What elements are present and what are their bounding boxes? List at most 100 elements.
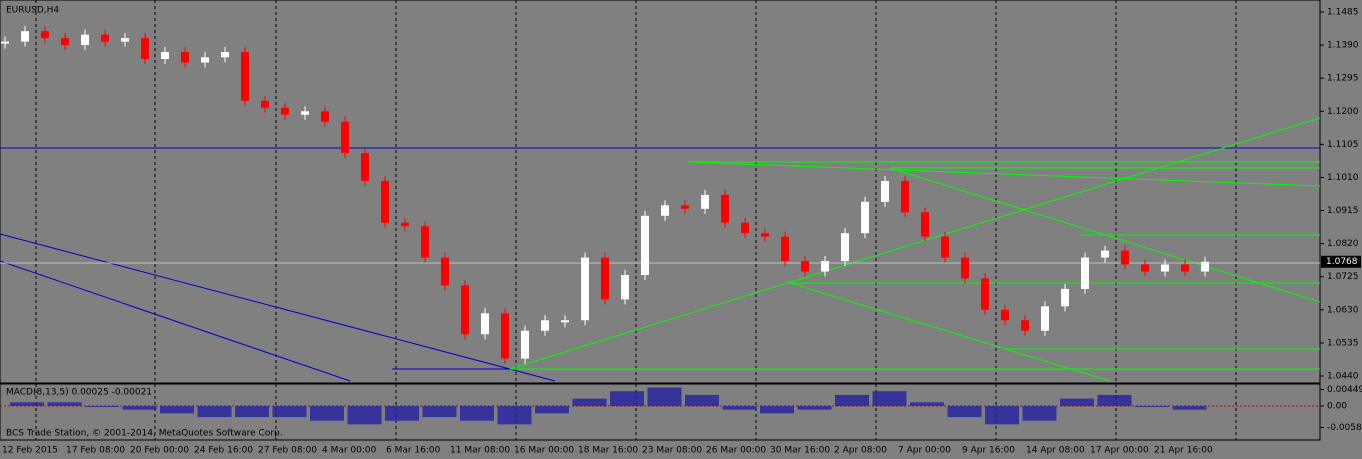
candle-body — [661, 205, 669, 216]
candle-body — [861, 201, 869, 234]
grid — [35, 0, 1237, 440]
candle-body — [141, 38, 149, 60]
x-tick-label: 18 Mar 16:00 — [578, 446, 638, 456]
y-tick-label: 1.0725 — [1327, 272, 1359, 282]
candle-body — [701, 194, 709, 209]
candle-body — [781, 236, 789, 262]
macd-bar — [1135, 406, 1169, 407]
x-tick-label: 23 Mar 08:00 — [642, 446, 702, 456]
x-tick-label: 12 Feb 2015 — [2, 446, 58, 456]
y-tick-label: 1.1485 — [1327, 8, 1359, 18]
candle-body — [641, 215, 649, 275]
macd-bar — [910, 402, 944, 406]
candle-body — [381, 180, 389, 223]
candle-body — [561, 320, 569, 323]
candle-body — [1201, 261, 1209, 272]
candle-body — [821, 261, 829, 272]
y-tick-label: 1.1295 — [1327, 74, 1359, 84]
candle-body — [21, 31, 29, 42]
candle-body — [1161, 264, 1169, 272]
x-tick-label: 17 Feb 08:00 — [66, 446, 125, 456]
y-tick-label: 1.1105 — [1327, 140, 1359, 150]
candle-body — [1061, 288, 1069, 307]
macd-bar — [272, 406, 307, 418]
candle-body — [401, 222, 409, 227]
y-tick-label: 1.0915 — [1327, 206, 1359, 216]
macd-bar — [460, 406, 494, 421]
candle-body — [181, 52, 189, 63]
candle-body — [681, 205, 689, 209]
candle-body — [1041, 306, 1049, 331]
candle-body — [1101, 250, 1109, 258]
x-tick-label: 20 Feb 00:00 — [130, 446, 189, 456]
macd-bar — [347, 406, 382, 425]
macd-bar — [760, 406, 794, 414]
chart-title: EURUSD,H4 — [6, 6, 59, 16]
macd-bar — [685, 394, 719, 406]
x-tick-label: 27 Feb 08:00 — [258, 446, 317, 456]
macd-bar — [1097, 394, 1132, 406]
x-tick-label: 11 Mar 08:00 — [450, 446, 510, 456]
candle-body — [441, 257, 449, 286]
candle-body — [581, 257, 589, 321]
y-tick-label: 1.0440 — [1327, 372, 1359, 382]
candle-body — [161, 52, 169, 60]
macd-bar — [1060, 398, 1094, 406]
candle-body — [1001, 309, 1009, 321]
x-tick-label: 9 Apr 16:00 — [962, 446, 1015, 456]
candle-body — [801, 261, 809, 272]
macd-bar — [1172, 406, 1207, 410]
x-tick-label: 30 Mar 16:00 — [770, 446, 830, 456]
candle-body — [461, 285, 469, 335]
x-tick-label: 6 Mar 16:00 — [386, 446, 441, 456]
candle-body — [81, 34, 89, 46]
candle-body — [921, 212, 929, 237]
macd-bar — [497, 406, 532, 425]
y-tick-label: 1.0820 — [1327, 239, 1359, 249]
y-tick-label: 1.0535 — [1327, 338, 1359, 348]
candle-body — [201, 57, 209, 63]
y-tick-label: 1.0630 — [1327, 305, 1359, 315]
candle-body — [61, 38, 69, 46]
candle-body — [961, 257, 969, 279]
macd-bar — [835, 394, 869, 406]
macd-tick-label: -0.00583 — [1327, 423, 1362, 433]
macd-bar — [385, 406, 419, 421]
candle-body — [721, 194, 729, 223]
macd-bar — [947, 406, 982, 418]
macd-tick-label: 0.00 — [1327, 402, 1347, 412]
candle-body — [281, 107, 289, 115]
candle-body — [1121, 250, 1129, 265]
x-tick-label: 26 Mar 00:00 — [706, 446, 766, 456]
candle-body — [361, 153, 369, 181]
macd-bar — [310, 406, 344, 421]
candle-body — [621, 274, 629, 300]
macd-bar — [85, 406, 119, 407]
macd-bar — [647, 387, 682, 406]
candle-body — [941, 236, 949, 258]
candle-body — [501, 313, 509, 359]
candle-body — [761, 233, 769, 237]
candle-body — [601, 257, 609, 300]
candle-body — [741, 222, 749, 234]
candle-body — [521, 330, 529, 359]
x-tick-label: 2 Apr 08:00 — [834, 446, 887, 456]
candle-body — [901, 180, 909, 213]
macd-bar — [122, 406, 157, 410]
candle-body — [1081, 257, 1089, 289]
candle-body — [261, 100, 269, 108]
candle-body — [1, 41, 9, 44]
macd-bar — [422, 406, 457, 418]
x-tick-label: 14 Apr 08:00 — [1026, 446, 1085, 456]
macd-bar — [1022, 406, 1057, 421]
candle-body — [1021, 320, 1029, 331]
macd-bar — [610, 391, 644, 406]
candle-body — [841, 233, 849, 262]
candle-body — [881, 180, 889, 202]
candle-body — [121, 38, 129, 42]
macd-bar — [872, 391, 907, 406]
candle-body — [221, 52, 229, 58]
candle-body — [1141, 264, 1149, 272]
candle-body — [1181, 264, 1189, 272]
